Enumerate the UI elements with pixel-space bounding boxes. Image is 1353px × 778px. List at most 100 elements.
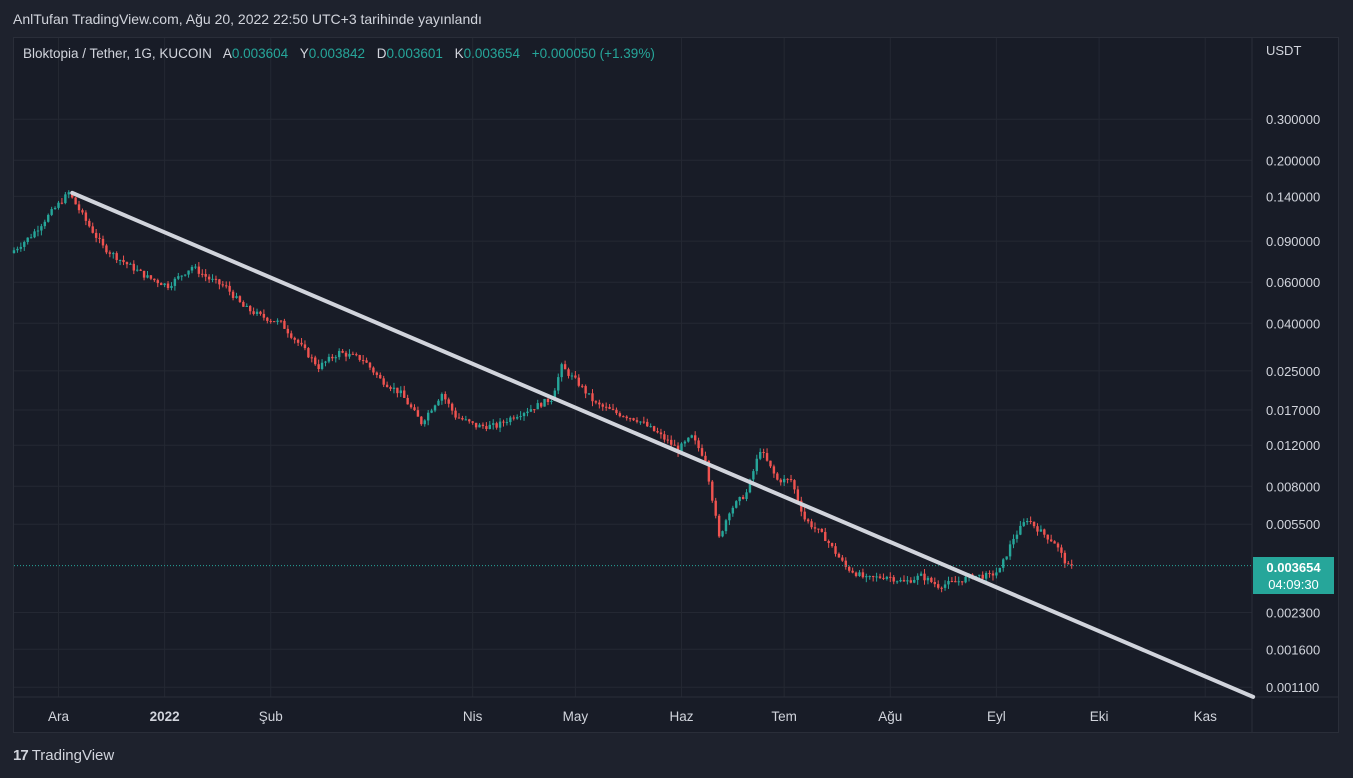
candle-body	[118, 259, 122, 261]
candle-body	[697, 440, 700, 449]
candle-body	[902, 580, 906, 582]
candle-body	[796, 489, 800, 501]
tradingview-brand[interactable]: 17 TradingView	[13, 747, 114, 764]
candle-body	[300, 342, 303, 345]
candle-body	[464, 419, 468, 421]
candle-body	[50, 209, 53, 215]
candle-body	[557, 377, 560, 391]
candle-body	[1067, 563, 1070, 565]
candle-body	[947, 580, 950, 585]
candle-body	[1053, 541, 1056, 544]
candle-body	[817, 528, 820, 530]
candle-body	[810, 521, 813, 528]
candle-body	[567, 369, 570, 376]
candle-body	[139, 269, 142, 271]
candle-body	[536, 403, 539, 410]
candle-body	[954, 581, 957, 583]
candle-body	[361, 359, 365, 361]
y-tick-label: 0.040000	[1266, 316, 1320, 331]
candle-body	[153, 278, 156, 281]
candle-body	[368, 362, 372, 368]
candle-body	[132, 263, 136, 271]
candle-body	[937, 584, 940, 588]
candle-body	[1022, 522, 1025, 526]
candle-body	[841, 557, 844, 561]
candle-body	[454, 410, 457, 418]
candle-body	[752, 471, 755, 480]
candle-body	[379, 374, 382, 379]
candle-body	[717, 515, 721, 537]
high-value: 0.003842	[308, 46, 366, 61]
candle-body	[505, 422, 509, 424]
candle-body	[895, 581, 899, 583]
candle-body	[437, 400, 440, 406]
candle-body	[813, 527, 817, 529]
candle-body	[622, 416, 625, 418]
chart-frame[interactable]	[13, 37, 1339, 733]
candle-body	[865, 576, 868, 578]
candle-body	[762, 451, 765, 454]
candle-body	[741, 497, 745, 499]
candle-body	[183, 274, 187, 276]
candle-body	[673, 444, 676, 446]
candle-body	[105, 245, 108, 253]
candle-body	[242, 301, 245, 307]
candle-body	[396, 387, 399, 394]
candle-body	[29, 237, 33, 239]
candle-body	[180, 275, 183, 277]
candle-body	[991, 573, 995, 576]
candle-body	[998, 567, 1002, 573]
candle-body	[276, 320, 279, 322]
candle-body	[608, 407, 611, 409]
candle-body	[310, 357, 314, 359]
candle-body	[235, 296, 238, 298]
y-tick-label: 0.012000	[1266, 438, 1320, 453]
candle-body	[632, 418, 635, 421]
candle-body	[735, 501, 738, 508]
candle-body	[283, 320, 286, 329]
candle-body	[635, 420, 639, 422]
candle-body	[587, 393, 591, 395]
candle-body	[57, 202, 60, 208]
candle-body	[331, 356, 334, 359]
candle-body	[348, 353, 351, 357]
candle-body	[197, 266, 201, 274]
candle-body	[190, 266, 194, 271]
candle-body	[1039, 529, 1043, 532]
candle-body	[33, 231, 36, 238]
candle-body	[156, 280, 159, 284]
candle-body	[392, 387, 396, 389]
candle-body	[981, 574, 984, 579]
candle-body	[916, 575, 919, 580]
candle-body	[399, 390, 402, 394]
publication-caption: AnlTufan TradingView.com, Ağu 20, 2022 2…	[13, 11, 482, 27]
candle-body	[67, 192, 70, 195]
y-tick-label: 0.060000	[1266, 275, 1320, 290]
candle-body	[827, 540, 830, 544]
candle-body	[1012, 538, 1015, 545]
candle-body	[789, 478, 793, 481]
tradingview-logo-icon: 17	[13, 747, 29, 764]
candle-body	[194, 266, 197, 268]
candle-body	[461, 417, 464, 420]
candle-body	[772, 466, 776, 474]
candle-body	[995, 572, 998, 576]
x-tick-label: Nis	[463, 709, 483, 724]
candle-body	[468, 419, 471, 422]
candle-body	[615, 409, 618, 414]
candle-body	[906, 580, 909, 582]
candle-body	[721, 531, 724, 537]
candle-body	[53, 207, 57, 210]
candle-body	[858, 572, 861, 576]
candle-body	[444, 394, 447, 400]
candle-body	[738, 497, 741, 502]
candle-body	[1056, 543, 1060, 548]
candle-body	[584, 386, 587, 394]
candle-body	[269, 320, 272, 322]
candle-body	[290, 333, 293, 338]
candle-body	[909, 580, 913, 583]
candle-body	[259, 311, 262, 314]
candle-body	[166, 283, 170, 289]
candle-body	[700, 448, 704, 456]
